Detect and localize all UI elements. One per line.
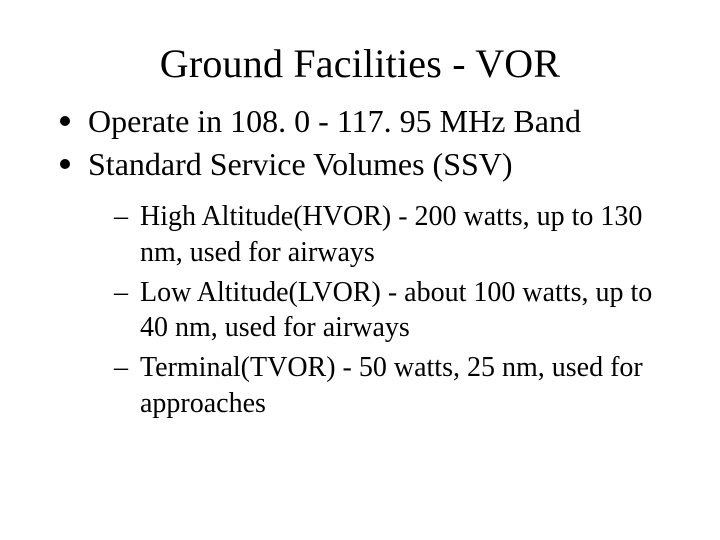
slide: Ground Facilities - VOR Operate in 108. … xyxy=(0,0,720,540)
list-item: High Altitude(HVOR) - 200 watts, up to 1… xyxy=(114,199,670,271)
sub-bullet-text: Low Altitude(LVOR) - about 100 watts, up… xyxy=(140,277,652,344)
sub-bullet-list: High Altitude(HVOR) - 200 watts, up to 1… xyxy=(50,199,670,422)
slide-title: Ground Facilities - VOR xyxy=(50,40,670,87)
list-item: Standard Service Volumes (SSV) xyxy=(54,144,670,185)
list-item: Terminal(TVOR) - 50 watts, 25 nm, used f… xyxy=(114,350,670,422)
list-item: Operate in 108. 0 - 117. 95 MHz Band xyxy=(54,101,670,142)
bullet-text: Operate in 108. 0 - 117. 95 MHz Band xyxy=(88,103,581,139)
sub-bullet-text: Terminal(TVOR) - 50 watts, 25 nm, used f… xyxy=(140,352,643,419)
sub-bullet-text: High Altitude(HVOR) - 200 watts, up to 1… xyxy=(140,201,642,268)
bullet-text: Standard Service Volumes (SSV) xyxy=(88,146,513,182)
list-item: Low Altitude(LVOR) - about 100 watts, up… xyxy=(114,275,670,347)
bullet-list: Operate in 108. 0 - 117. 95 MHz Band Sta… xyxy=(50,101,670,185)
